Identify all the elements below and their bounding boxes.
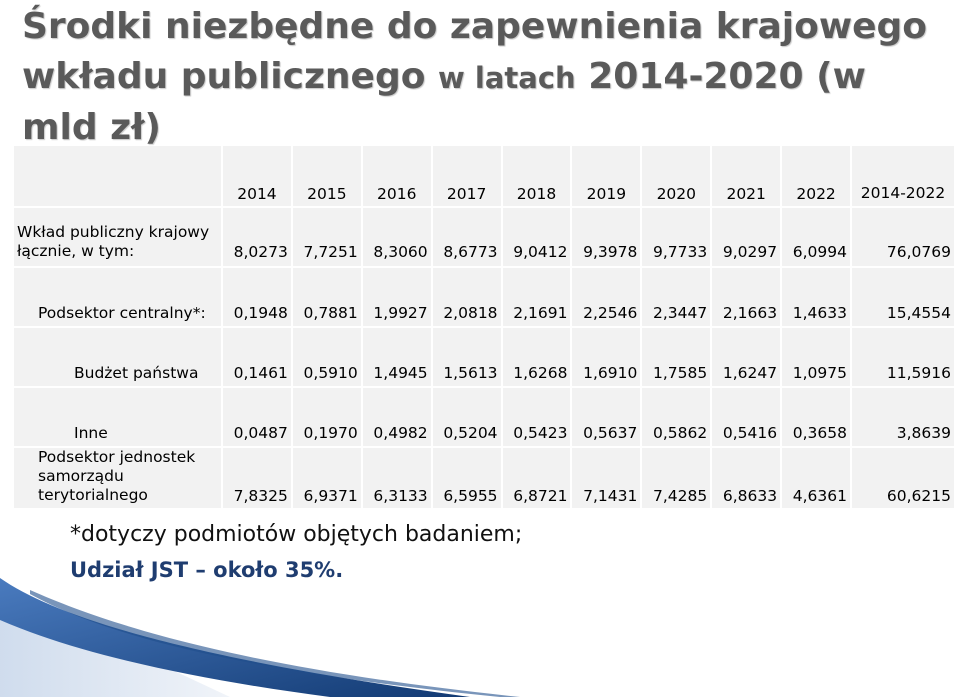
table-cell: 6,8633: [712, 448, 781, 508]
table-cell: 7,7251: [292, 208, 361, 266]
table-cell: 76,0769: [852, 208, 954, 266]
table-cell: 1,6910: [572, 328, 641, 386]
title-line-1: Środki niezbędne do zapewnienia krajoweg…: [22, 6, 928, 47]
share-note: Udział JST – około 35%.: [70, 558, 344, 582]
funding-table: 2014 2015 2016 2017 2018 2019 2020 2021 …: [12, 144, 956, 510]
table-row: Inne 0,0487 0,1970 0,4982 0,5204 0,5423 …: [14, 388, 954, 446]
header-cell: 2018: [502, 146, 571, 206]
table-cell: 6,0994: [782, 208, 851, 266]
table-cell: 11,5916: [852, 328, 954, 386]
header-cell: 2020: [642, 146, 711, 206]
table-cell: 8,3060: [362, 208, 431, 266]
header-cell-total: 2014-2022: [852, 146, 954, 206]
table-cell: 0,1970: [292, 388, 361, 446]
header-cell: 2021: [712, 146, 781, 206]
table-cell: 7,4285: [642, 448, 711, 508]
table-row: Podsektor centralny*: 0,1948 0,7881 1,99…: [14, 268, 954, 326]
table-cell: 6,8721: [502, 448, 571, 508]
table-cell: 2,1663: [712, 268, 781, 326]
table-row: Podsektor jednostek samorządu terytorial…: [14, 448, 954, 508]
table-cell: 0,1461: [223, 328, 291, 386]
table-cell: 0,1948: [223, 268, 291, 326]
table-cell: 2,0818: [432, 268, 501, 326]
table-cell: 2,2546: [572, 268, 641, 326]
table-header-row: 2014 2015 2016 2017 2018 2019 2020 2021 …: [14, 146, 954, 206]
table-cell: 0,5423: [502, 388, 571, 446]
table-cell: 0,4982: [362, 388, 431, 446]
table-cell: 1,9927: [362, 268, 431, 326]
page-title: Środki niezbędne do zapewnienia krajoweg…: [22, 2, 942, 153]
header-cell: 2017: [432, 146, 501, 206]
table-cell: 7,8325: [223, 448, 291, 508]
title-line-2-end: 2014-2020 (w mld zł): [22, 56, 866, 148]
table-cell: 2,3447: [642, 268, 711, 326]
table-cell: 2,1691: [502, 268, 571, 326]
header-cell: 2014: [223, 146, 291, 206]
row-label: Budżet państwa: [14, 328, 221, 386]
table-cell: 8,0273: [223, 208, 291, 266]
footnote: *dotyczy podmiotów objętych badaniem;: [70, 522, 523, 547]
table-cell: 1,4633: [782, 268, 851, 326]
table-cell: 1,5613: [432, 328, 501, 386]
table-cell: 60,6215: [852, 448, 954, 508]
row-label: Inne: [14, 388, 221, 446]
table-cell: 9,0412: [502, 208, 571, 266]
table-cell: 6,5955: [432, 448, 501, 508]
table-cell: 9,7733: [642, 208, 711, 266]
header-cell: 2019: [572, 146, 641, 206]
row-label: Wkład publiczny krajowy łącznie, w tym:: [14, 208, 221, 266]
table-cell: 0,5204: [432, 388, 501, 446]
table-cell: 0,5910: [292, 328, 361, 386]
table-cell: 3,8639: [852, 388, 954, 446]
table-cell: 9,0297: [712, 208, 781, 266]
header-cell: 2016: [362, 146, 431, 206]
header-cell-label: [14, 146, 221, 206]
table-cell: 6,3133: [362, 448, 431, 508]
header-cell: 2022: [782, 146, 851, 206]
table-cell: 1,6268: [502, 328, 571, 386]
table-cell: 0,5416: [712, 388, 781, 446]
decorative-swoosh: [0, 578, 520, 697]
table-cell: 0,3658: [782, 388, 851, 446]
table-cell: 4,6361: [782, 448, 851, 508]
title-line-2-main: wkładu publicznego: [22, 56, 426, 97]
table-cell: 9,3978: [572, 208, 641, 266]
table-cell: 0,5637: [572, 388, 641, 446]
table-cell: 1,7585: [642, 328, 711, 386]
table-cell: 15,4554: [852, 268, 954, 326]
row-label: Podsektor centralny*:: [14, 268, 221, 326]
table-cell: 8,6773: [432, 208, 501, 266]
table-cell: 0,0487: [223, 388, 291, 446]
table-cell: 1,0975: [782, 328, 851, 386]
table-cell: 0,5862: [642, 388, 711, 446]
title-line-2: wkładu publicznego w latach 2014-2020 (w…: [22, 52, 942, 153]
table-cell: 7,1431: [572, 448, 641, 508]
table-cell: 1,6247: [712, 328, 781, 386]
header-cell: 2015: [292, 146, 361, 206]
row-label: Podsektor jednostek samorządu terytorial…: [14, 448, 221, 508]
title-line-2-small: w latach: [438, 61, 576, 95]
table-row: Budżet państwa 0,1461 0,5910 1,4945 1,56…: [14, 328, 954, 386]
table-cell: 0,7881: [292, 268, 361, 326]
table-row: Wkład publiczny krajowy łącznie, w tym: …: [14, 208, 954, 266]
table-cell: 1,4945: [362, 328, 431, 386]
table-cell: 6,9371: [292, 448, 361, 508]
